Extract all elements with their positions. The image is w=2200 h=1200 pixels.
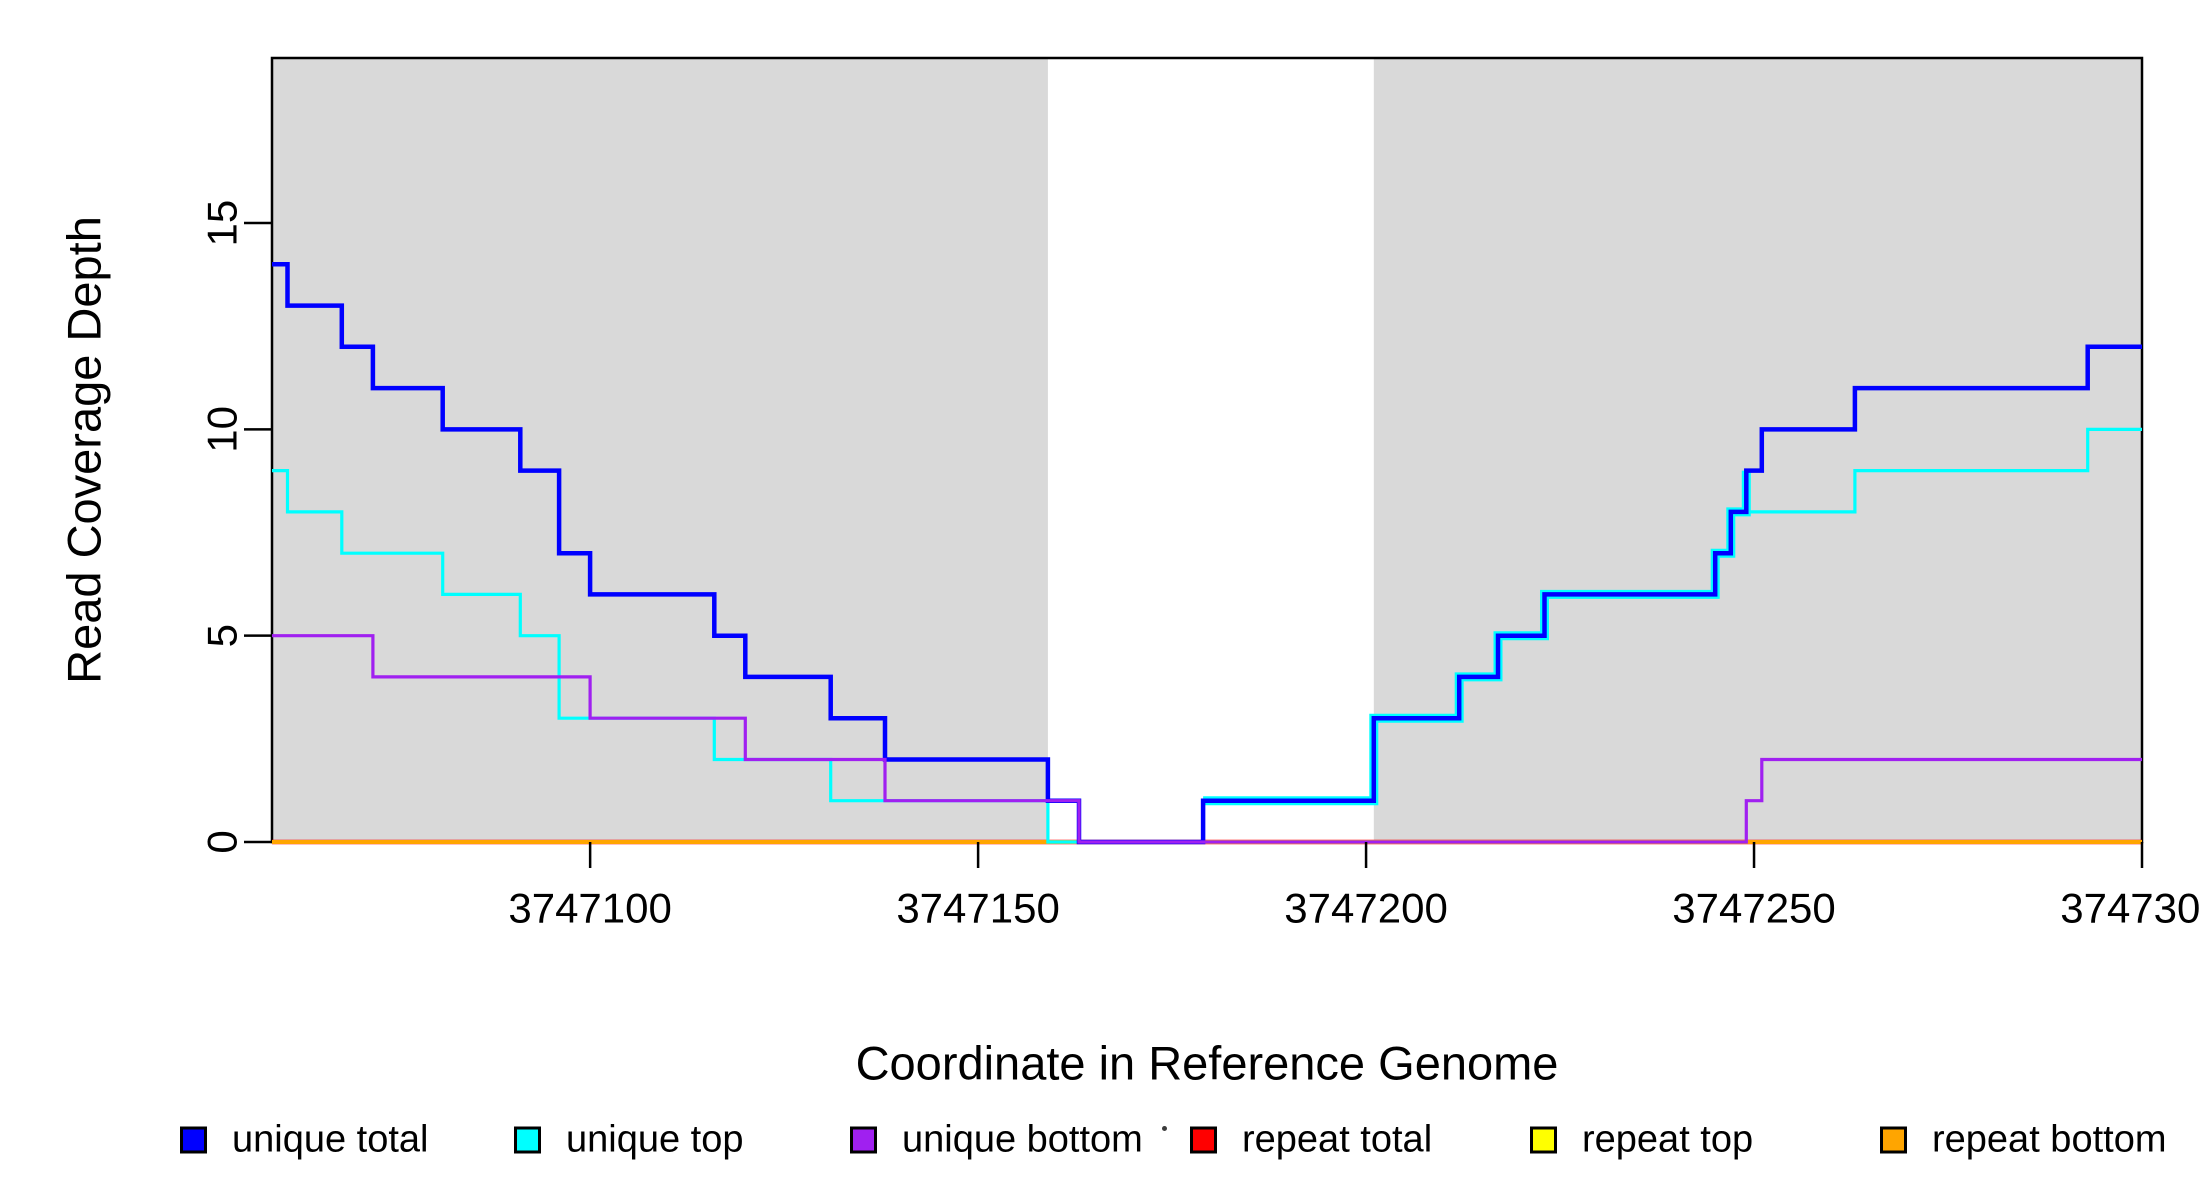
repeat-top-swatch-icon [1530,1126,1557,1154]
x-axis-title: Coordinate in Reference Genome [855,1036,1559,1090]
legend-item-unique-top: unique top [514,1119,744,1162]
shaded-region-0 [272,58,1048,842]
y-tick-label: 0 [199,830,246,853]
unique-top-swatch-icon [514,1126,541,1154]
x-tick-label: 3747200 [1284,885,1448,932]
legend-item-repeat-total: repeat total [1190,1119,1432,1162]
repeat-total-swatch-icon [1190,1126,1217,1154]
unique-bottom-swatch-icon [850,1126,877,1154]
unique-total-swatch-icon [180,1126,207,1154]
x-tick-label: 3747150 [896,885,1060,932]
x-tick-label: 3747250 [1672,885,1836,932]
legend-label: unique bottom [902,1118,1143,1161]
y-tick-label: 15 [199,200,246,247]
stray-dot-artifact [1162,1126,1167,1131]
legend-item-unique-total: unique total [180,1119,429,1162]
x-tick-label: 3747100 [508,885,672,932]
shaded-unique-regions [272,58,2142,842]
legend-label: unique total [232,1118,429,1161]
y-tick-label: 5 [199,624,246,647]
y-axis-title: Read Coverage Depth [57,216,111,684]
repeat-bottom-swatch-icon [1880,1126,1907,1154]
coverage-series-lines [272,262,2142,845]
legend-item-repeat-top: repeat top [1530,1119,1753,1162]
y-tick-label: 10 [199,406,246,453]
legend-label: repeat top [1582,1118,1754,1161]
series-line-unique-bottom [272,634,2142,844]
legend-label: repeat total [1242,1118,1433,1161]
legend-item-repeat-bottom: repeat bottom [1880,1119,2166,1162]
legend-label: repeat bottom [1932,1118,2167,1161]
legend-label: unique top [566,1118,744,1161]
legend-item-unique-bottom: unique bottom [850,1119,1143,1162]
shaded-region-1 [1373,58,2142,842]
